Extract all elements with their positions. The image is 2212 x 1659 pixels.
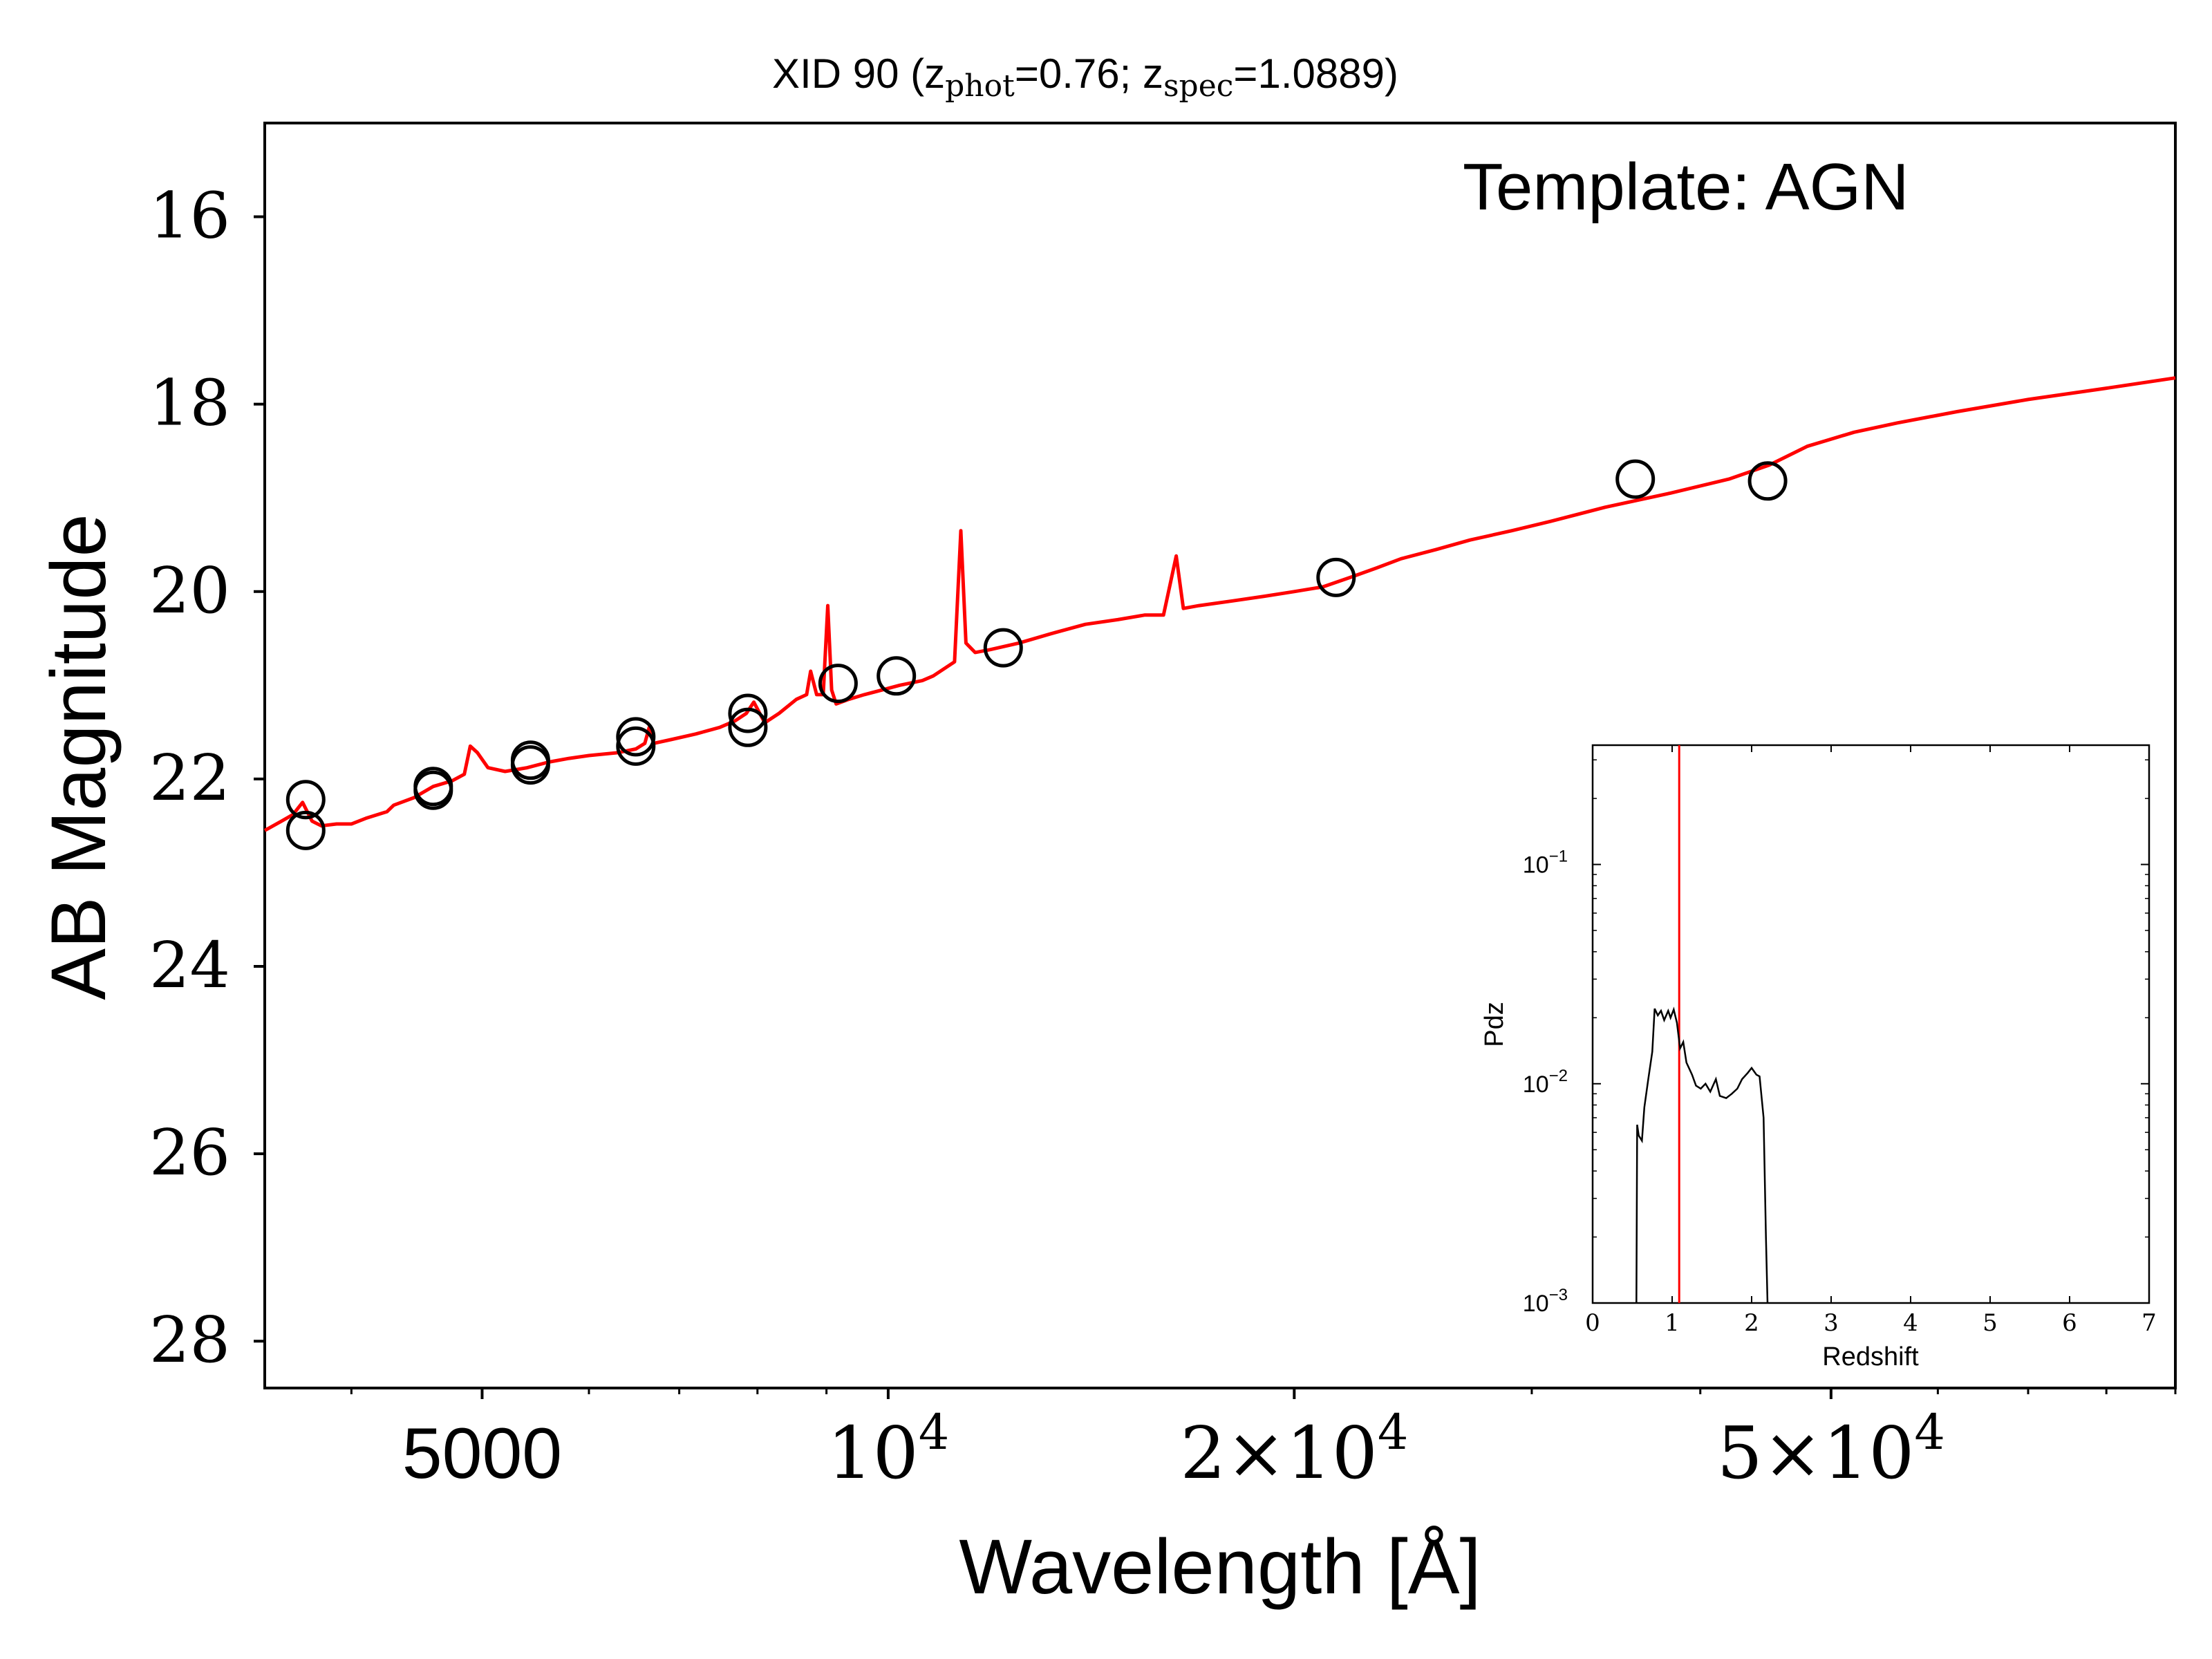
- main-y-ticks: 16 18 20 22 24 26 28: [149, 179, 265, 1377]
- inset-y-ticks: 10−1 10−2 10−3: [1523, 759, 2149, 1317]
- photometry-point: [1747, 461, 1788, 501]
- inset-x-ticks: 0 1 2 3 4 5 6 7: [1585, 745, 2157, 1337]
- inset-x-tick-label: 1: [1665, 1309, 1680, 1337]
- inset-x-tick-label: 3: [1824, 1309, 1839, 1337]
- photometry-point: [285, 810, 326, 850]
- photometry-point: [616, 726, 656, 766]
- main-x-tick-label: 5×104: [1717, 1404, 1945, 1495]
- main-y-tick-label: 16: [149, 179, 230, 253]
- photometry-point: [818, 664, 858, 704]
- main-y-tick-label: 24: [149, 928, 230, 1002]
- photometry-point: [1615, 459, 1656, 499]
- photometry-point: [983, 628, 1023, 668]
- inset-x-tick-label: 6: [2062, 1309, 2077, 1337]
- main-x-tick-label: 2×104: [1180, 1404, 1408, 1495]
- main-y-tick-label: 28: [149, 1303, 230, 1377]
- inset-y-tick-label: 10−2: [1523, 1067, 1568, 1098]
- pdz-curve: [1635, 1006, 1769, 1304]
- photometry-point: [1316, 557, 1356, 597]
- inset-x-tick-label: 0: [1585, 1309, 1600, 1337]
- photometry-point: [616, 717, 656, 757]
- main-y-tick-label: 20: [149, 554, 230, 628]
- inset-frame: [1591, 744, 2150, 1304]
- inset-background: [1471, 733, 2166, 1386]
- main-y-axis-label: AB Magnitude: [35, 514, 122, 1000]
- inset-x-tick-label: 4: [1903, 1309, 1918, 1337]
- main-y-tick-label: 22: [149, 741, 230, 815]
- inset-y-tick-label: 10−1: [1523, 847, 1568, 879]
- pdz-inset: 0 1 2 3 4 5 6 7 10−1 10−2 10−3 Redshift Pdz: [1471, 733, 2166, 1386]
- main-x-tick-label: 104: [827, 1404, 949, 1495]
- photometry-points: [285, 459, 1788, 850]
- photometry-point: [877, 656, 917, 696]
- photometry-point: [728, 707, 768, 747]
- main-x-axis-label: Wavelength [Å]: [959, 1524, 1481, 1610]
- main-y-tick-label: 18: [149, 366, 230, 440]
- photometry-point: [413, 770, 453, 810]
- main-x-minor-ticks: [350, 1388, 2177, 1394]
- inset-x-tick-label: 2: [1744, 1309, 1759, 1337]
- photometry-point: [728, 693, 768, 733]
- inset-x-tick-label: 7: [2141, 1309, 2157, 1337]
- main-plot-frame: [263, 122, 2177, 1389]
- template-annotation: Template: AGN: [1463, 150, 1909, 224]
- inset-y-axis-label: Pdz: [1480, 1002, 1509, 1047]
- main-x-tick-label: 5000: [402, 1414, 562, 1494]
- inset-y-tick-label: 10−3: [1523, 1286, 1568, 1317]
- photometry-point: [285, 780, 326, 820]
- agn-template-line: [263, 376, 2176, 832]
- main-x-ticks: 5000 104 2×104 5×104: [402, 1388, 1945, 1495]
- plot-title: XID 90 (zphot=0.76; zspec=1.0889): [772, 50, 1398, 104]
- main-y-tick-label: 26: [149, 1116, 230, 1190]
- inset-x-tick-label: 5: [1983, 1309, 1998, 1337]
- photometry-point: [510, 745, 550, 785]
- inset-x-axis-label: Redshift: [1822, 1342, 1919, 1371]
